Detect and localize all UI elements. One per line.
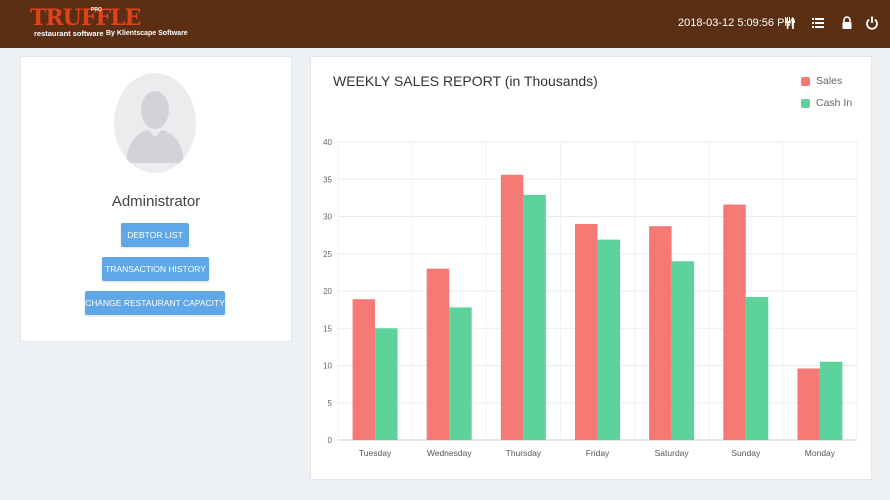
y-tick-label: 40 [323,138,332,147]
profile-card: Administrator DEBTOR LIST TRANSACTION HI… [20,56,292,342]
x-tick-label: Sunday [731,448,761,458]
bar-sales-friday[interactable] [575,223,598,440]
bar-sales-wednesday[interactable] [426,268,450,440]
top-bar: TRUFFLE PRO restaurant software By Klien… [0,0,890,48]
transaction-history-button[interactable]: TRANSACTION HISTORY [102,257,209,281]
bar-sales-thursday[interactable] [500,174,524,440]
legend-label-cash-in: Cash In [816,97,853,109]
logo-wordmark: TRUFFLE [30,5,141,31]
bar-cash-in-wednesday[interactable] [449,307,472,440]
chart-title: WEEKLY SALES REPORT (in Thousands) [333,73,598,89]
menu-list-icon[interactable] [811,16,825,30]
x-tick-label: Wednesday [427,448,472,458]
bar-cash-in-saturday[interactable] [671,261,695,440]
logo-pro-badge: PRO [91,7,102,13]
bar-cash-in-sunday[interactable] [745,296,769,440]
legend-swatch-sales [801,77,810,86]
x-tick-label: Thursday [506,448,542,458]
x-tick-label: Monday [805,448,836,458]
bar-chart: 0 5 10 15 20 25 30 35 40 Tuesday Wednesday Thursday… [323,138,858,458]
y-tick-label: 30 [323,213,332,222]
y-tick-label: 15 [323,324,332,333]
bar-sales-monday[interactable] [797,368,820,440]
power-icon[interactable] [865,16,879,30]
y-tick-label: 20 [323,287,332,296]
bar-cash-in-friday[interactable] [597,239,621,440]
x-tick-label: Tuesday [359,448,392,458]
y-tick-label: 5 [328,399,333,408]
legend-label-sales: Sales [816,75,843,87]
logo-vendor: By Klientscape Software [106,30,188,37]
bar-cash-in-tuesday[interactable] [375,328,398,440]
logo-subtitle: restaurant software [34,29,104,38]
bar-sales-sunday[interactable] [723,204,746,440]
change-restaurant-capacity-button[interactable]: CHANGE RESTAURANT CAPACITY [85,291,225,315]
x-tick-label: Friday [586,448,610,458]
fork-knife-icon[interactable] [783,16,797,30]
bar-cash-in-monday[interactable] [819,361,843,440]
y-tick-label: 35 [323,175,332,184]
y-tick-label: 0 [328,436,333,445]
lock-icon[interactable] [840,16,854,30]
profile-name: Administrator [111,193,201,210]
user-silhouette-icon [126,91,184,163]
y-tick-label: 10 [323,362,332,371]
weekly-sales-chart-card: WEEKLY SALES REPORT (in Thousands) Sales… [310,56,872,480]
logo[interactable]: TRUFFLE PRO restaurant software By Klien… [30,7,190,43]
debtor-list-button[interactable]: DEBTOR LIST [121,223,189,247]
bar-sales-saturday[interactable] [649,226,672,440]
legend-swatch-cash-in [801,99,810,108]
avatar [114,73,196,173]
y-tick-label: 25 [323,250,332,259]
x-tick-label: Saturday [655,448,690,458]
bar-sales-tuesday[interactable] [352,299,376,440]
bar-cash-in-thursday[interactable] [523,194,546,440]
datetime-display: 2018-03-12 5:09:56 PM [678,17,794,29]
